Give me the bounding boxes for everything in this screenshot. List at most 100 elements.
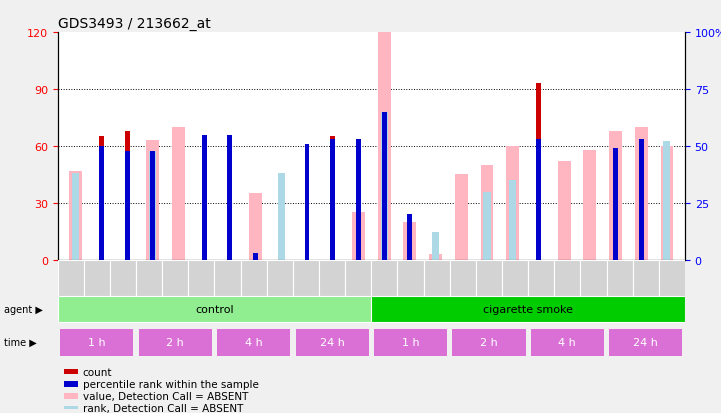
Text: agent ▶: agent ▶ (4, 304, 43, 314)
Bar (162, 260, 188, 312)
Bar (613, 149, 618, 260)
Bar (228, 135, 232, 260)
Bar (407, 215, 412, 260)
Bar (202, 141, 207, 260)
Bar (528, 260, 554, 312)
Bar (188, 260, 215, 312)
Bar (319, 260, 345, 312)
Text: 2 h: 2 h (167, 337, 184, 347)
Bar (345, 260, 371, 312)
Text: 1 h: 1 h (88, 337, 106, 347)
Bar (374, 329, 447, 356)
Bar (481, 166, 493, 260)
Bar (138, 329, 212, 356)
Text: 4 h: 4 h (245, 337, 262, 347)
Bar (64, 381, 78, 387)
Text: count: count (83, 367, 112, 377)
Bar (125, 151, 130, 260)
Text: 1 h: 1 h (402, 337, 420, 347)
Bar (241, 260, 267, 312)
Bar (509, 181, 516, 260)
Text: control: control (195, 304, 234, 314)
Bar (455, 175, 468, 260)
Bar (531, 329, 604, 356)
Bar (267, 260, 293, 312)
Text: time ▶: time ▶ (4, 337, 36, 347)
Bar (99, 137, 104, 260)
Bar (64, 406, 78, 411)
Bar (296, 329, 368, 356)
Bar (558, 162, 570, 260)
Bar (371, 260, 397, 312)
Bar (429, 254, 442, 260)
Bar (69, 171, 82, 260)
Bar (61, 329, 133, 356)
Bar (149, 151, 156, 260)
Bar (583, 150, 596, 260)
Bar (424, 260, 450, 312)
Bar (502, 260, 528, 312)
Bar (330, 140, 335, 260)
Bar (397, 260, 424, 312)
Text: rank, Detection Call = ABSENT: rank, Detection Call = ABSENT (83, 404, 243, 413)
Bar (609, 131, 622, 260)
Bar (58, 296, 371, 323)
Bar (202, 135, 207, 260)
Bar (249, 194, 262, 260)
Bar (217, 329, 291, 356)
Bar (293, 260, 319, 312)
Bar (352, 213, 365, 260)
Bar (72, 174, 79, 260)
Bar (659, 260, 685, 312)
Bar (371, 296, 685, 323)
Text: GDS3493 / 213662_at: GDS3493 / 213662_at (58, 17, 211, 31)
Bar (606, 260, 632, 312)
Bar (278, 174, 285, 260)
Bar (536, 84, 541, 260)
Bar (64, 369, 78, 374)
Bar (136, 260, 162, 312)
Bar (609, 329, 682, 356)
Bar (172, 128, 185, 260)
Bar (506, 147, 519, 260)
Bar (476, 260, 502, 312)
Bar (253, 254, 258, 260)
Text: value, Detection Call = ABSENT: value, Detection Call = ABSENT (83, 391, 248, 401)
Bar (381, 113, 388, 260)
Bar (634, 128, 647, 260)
Bar (330, 137, 335, 260)
Bar (215, 260, 241, 312)
Text: cigarette smoke: cigarette smoke (483, 304, 573, 314)
Text: 24 h: 24 h (319, 337, 345, 347)
Bar (452, 329, 526, 356)
Bar (99, 147, 104, 260)
Bar (404, 222, 416, 260)
Bar (151, 151, 155, 260)
Bar (484, 192, 490, 260)
Bar (554, 260, 580, 312)
Bar (228, 147, 232, 260)
Bar (64, 394, 78, 399)
Text: 24 h: 24 h (633, 337, 658, 347)
Bar (110, 260, 136, 312)
Text: percentile rank within the sample: percentile rank within the sample (83, 379, 259, 389)
Bar (663, 142, 671, 260)
Bar (378, 33, 391, 260)
Bar (632, 260, 659, 312)
Text: 2 h: 2 h (480, 337, 497, 347)
Bar (536, 140, 541, 260)
Bar (450, 260, 476, 312)
Bar (304, 145, 309, 260)
Bar (580, 260, 606, 312)
Bar (304, 152, 309, 260)
Bar (146, 141, 159, 260)
Bar (432, 233, 439, 260)
Bar (84, 260, 110, 312)
Bar (356, 140, 361, 260)
Bar (381, 113, 386, 260)
Bar (660, 147, 673, 260)
Bar (125, 131, 130, 260)
Bar (58, 260, 84, 312)
Text: 4 h: 4 h (559, 337, 576, 347)
Bar (639, 140, 644, 260)
